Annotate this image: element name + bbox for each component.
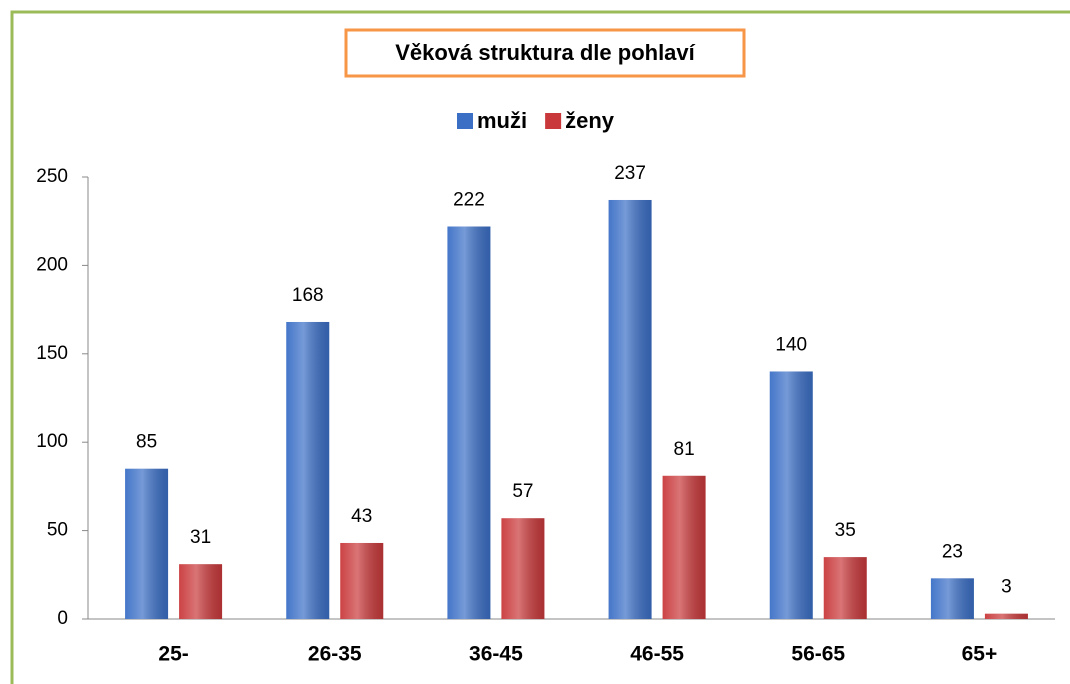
data-label: 31 [190,527,211,548]
bar-shine [286,321,330,619]
chart-title: Věková struktura dle pohlaví [395,40,695,65]
title-box [344,28,746,78]
data-label: 140 [775,334,807,355]
data-label: 168 [292,285,324,306]
x-tick-label: 36-45 [469,643,523,666]
legend-swatch [545,113,562,129]
y-tick-label: 200 [36,254,68,275]
data-label: 81 [674,439,695,460]
bar-shine [769,371,813,619]
bar-shine [608,199,652,619]
bar-shine [179,564,223,619]
bar-shine [340,542,384,619]
bar-shine [125,468,169,619]
x-tick-label: 25- [158,643,188,666]
data-label: 237 [614,163,646,184]
y-tick-label: 0 [57,608,68,629]
y-tick-label: 250 [36,166,68,187]
data-label: 43 [351,506,372,527]
x-tick-label: 56-65 [791,643,845,666]
legend-label: ženy [565,108,615,133]
y-tick-label: 150 [36,343,68,364]
x-tick-label: 65+ [962,643,998,666]
bar-shine [447,226,491,619]
data-label: 57 [512,481,533,502]
bar-shine [930,578,974,619]
x-tick-label: 26-35 [308,643,362,666]
bar-shine [984,613,1028,619]
data-label: 3 [1001,577,1012,598]
legend-swatch [457,113,473,129]
bar-shine [501,518,545,619]
data-label: 85 [136,432,157,453]
data-label: 222 [453,190,485,211]
bar-shine [662,475,706,619]
legend-label: muži [477,108,527,133]
y-tick-label: 100 [36,431,68,452]
y-tick-label: 50 [47,520,68,541]
data-label: 23 [942,541,963,562]
frame [10,10,1070,684]
bar-shine [823,557,867,619]
x-tick-label: 46-55 [630,643,684,666]
data-label: 35 [835,520,856,541]
